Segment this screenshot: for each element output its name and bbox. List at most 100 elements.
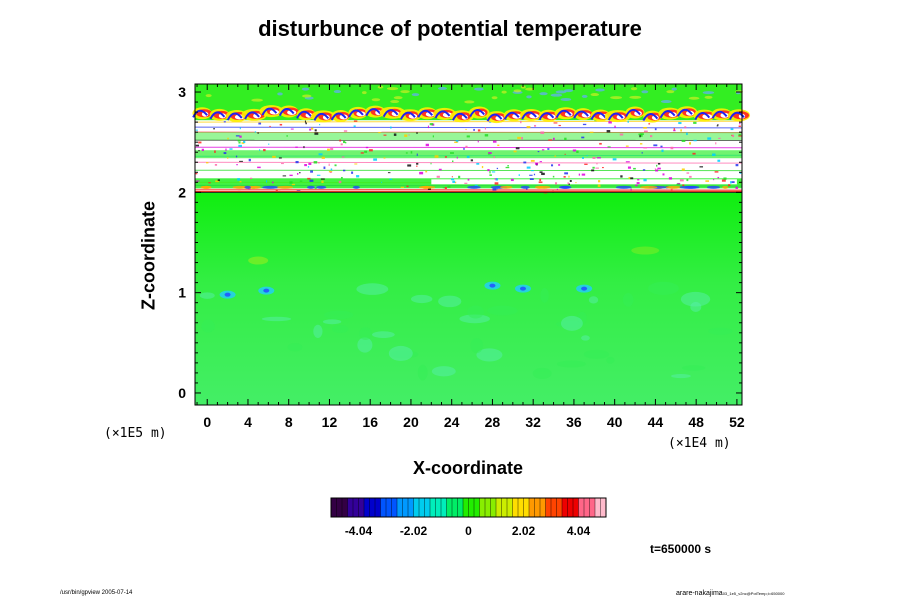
upper-ripple [205,94,212,98]
band-speckle [699,166,704,168]
x-tick-label: 48 [688,414,704,430]
upper-ripple [520,85,526,89]
band-speckle [214,164,218,166]
band-speckle [279,123,283,126]
upper-ripple [491,96,498,100]
band-speckle [364,150,368,153]
band-edge-blob [200,185,212,189]
band-speckle [523,161,527,164]
upper-ripple [688,96,700,100]
band-speckle [201,148,204,151]
band-speckle [339,139,342,142]
wave-trough [625,108,641,117]
band-edge-blob [244,185,251,189]
band-speckle [416,153,418,156]
field-patch [372,331,395,339]
upper-ripple [513,89,522,93]
upper-ripple [400,90,410,94]
upper-ripple [704,95,713,99]
plot-frame [194,83,743,406]
colorbar-segment [463,498,469,517]
band-speckle [488,152,492,154]
band-edge-blob [640,185,658,189]
upper-ripple [526,95,532,99]
x-tick-label: 4 [244,414,252,430]
band-speckle [416,162,419,165]
field-patch [201,319,215,333]
colorbar-segment [331,498,337,517]
colorbar-segment [408,498,414,517]
band-speckle [551,164,554,167]
field-patch [708,327,733,335]
field-plume-core [489,283,496,288]
field-patch [322,319,342,325]
band-speckle [534,124,537,127]
band-speckle [648,123,651,125]
band-speckle [497,144,500,147]
upper-ripple [581,94,588,98]
upper-ripple [464,100,475,104]
band-speckle [303,146,305,149]
band-speckle [321,180,324,184]
band-speckle [263,149,266,152]
band-speckle [735,186,738,189]
colorbar-segment [551,498,557,517]
wave-trough [642,113,659,122]
band-speckle [271,181,274,184]
band-speckle [343,169,346,172]
band-speckle [304,163,307,167]
field-patch [470,338,484,354]
band-speckle [198,149,200,152]
colorbar-segment [496,498,502,517]
field-patch [359,327,372,340]
band-speckle [465,145,468,148]
band-speckle [548,139,553,141]
upper-ripple [666,90,675,94]
band-speckle [680,129,682,132]
band-speckle [592,156,596,159]
band-speckle [383,134,387,136]
upper-ripple [550,93,563,97]
band-edge-blob [520,185,530,189]
band-speckle [495,178,499,181]
field-patch-warm [248,256,269,265]
band-edge-blob [615,185,632,189]
band-speckle [425,143,429,147]
band-speckle [686,172,690,174]
band-speckle [539,171,543,173]
band-speckle [538,181,543,184]
field-plume-core [263,288,270,293]
band-speckle [466,135,470,138]
field-patch [313,324,323,338]
band-speckle [717,159,721,162]
band-speckle [268,143,270,145]
colorbar-tick-label: 0 [465,524,472,538]
band-speckle [530,170,534,172]
band-speckle [625,161,630,163]
band-speckle [558,164,561,166]
band-speckle [434,155,439,158]
band-speckle [513,150,517,153]
band-speckle [442,187,446,189]
band-speckle [416,132,418,134]
band-speckle [539,161,542,163]
y-tick-label: 1 [178,285,186,301]
band-speckle [681,168,685,171]
band-speckle [235,135,240,137]
band-speckle [686,178,689,182]
field-plume-core [519,286,526,291]
band-edge-blob [262,185,279,189]
band-speckle [314,132,319,135]
band-speckle [296,173,299,175]
band-speckle [567,182,569,184]
band-speckle [644,130,648,133]
band-speckle [568,175,570,178]
colorbar-segment [446,498,453,517]
colorbar-segment [358,498,365,517]
band-speckle [454,181,457,184]
band-speckle [387,172,391,174]
band-speckle [643,178,647,182]
wave-trough [590,111,607,120]
band-speckle [383,157,386,159]
